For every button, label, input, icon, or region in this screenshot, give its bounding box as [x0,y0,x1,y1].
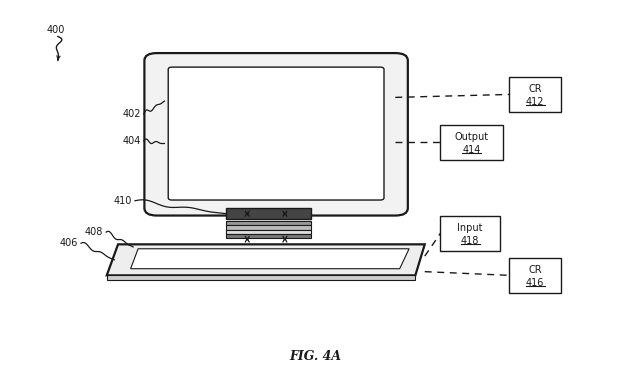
Polygon shape [106,275,415,280]
Text: 404: 404 [122,136,140,146]
Text: 416: 416 [526,278,544,288]
Text: 406: 406 [59,238,78,248]
Bar [226,234,311,238]
Bar [226,208,311,219]
Polygon shape [106,244,425,275]
Text: 414: 414 [462,145,481,155]
Bar [440,215,500,251]
Bar [226,230,311,234]
Text: CR: CR [529,265,542,275]
Text: CR: CR [529,84,542,94]
Bar [440,125,503,160]
FancyBboxPatch shape [168,67,384,200]
Text: 402: 402 [122,109,140,119]
Bar [226,225,311,230]
FancyBboxPatch shape [144,53,408,215]
Text: 412: 412 [526,97,544,108]
Text: Input: Input [457,223,483,233]
Text: Output: Output [455,132,489,142]
Text: 400: 400 [47,25,65,35]
Text: 418: 418 [461,236,479,246]
Bar [510,258,561,293]
Bar [226,221,311,225]
Bar [510,77,561,112]
Text: 408: 408 [84,227,103,237]
Text: 410: 410 [113,196,132,206]
Text: FIG. 4A: FIG. 4A [289,350,341,363]
Polygon shape [130,249,409,269]
